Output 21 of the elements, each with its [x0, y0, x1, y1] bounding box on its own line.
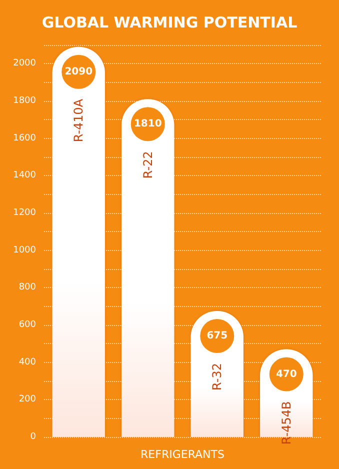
x-tick-label: R-410A [72, 98, 86, 142]
x-axis-title: REFRIGERANTS [140, 448, 224, 461]
y-tick-label: 800 [18, 282, 36, 293]
data-label: 470 [276, 368, 297, 380]
y-tick-label: 0 [30, 432, 36, 442]
x-tick-label: R-32 [210, 363, 224, 390]
y-tick-label: 1600 [13, 133, 36, 144]
y-tick-label: 600 [18, 320, 36, 330]
y-tick-label: 200 [18, 394, 36, 405]
y-tick-label: 1000 [13, 245, 36, 256]
y-tick-label: 2000 [13, 58, 36, 69]
y-tick-label: 1200 [13, 208, 36, 218]
y-tick-label: 1400 [13, 170, 36, 181]
x-tick-label: R-22 [140, 151, 155, 179]
data-label: 2090 [64, 66, 93, 78]
y-tick-label: 1800 [13, 96, 36, 106]
data-label: 1810 [134, 118, 162, 130]
y-tick-label: 400 [18, 357, 36, 368]
data-label: 675 [206, 330, 228, 342]
x-tick-label: R-454B [279, 401, 294, 445]
chart-title: GLOBAL WARMING POTENTIAL [42, 14, 298, 32]
